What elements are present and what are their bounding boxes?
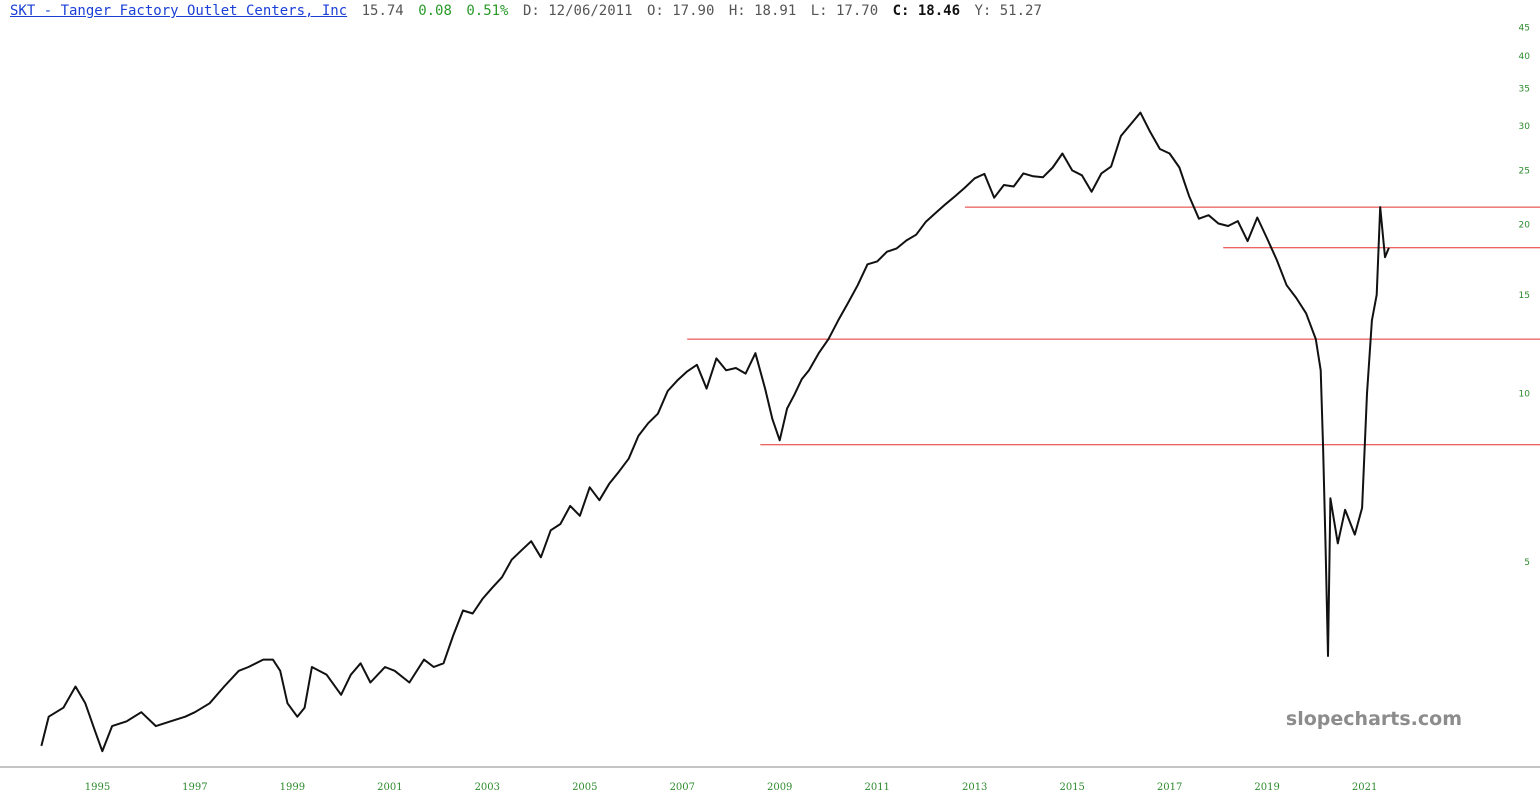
y-tick-label: 25 <box>1519 166 1530 176</box>
x-tick-label: 2005 <box>572 782 597 793</box>
x-tick-label: 2017 <box>1157 782 1182 793</box>
x-tick-label: 2001 <box>377 782 402 793</box>
close-value: 18.46 <box>917 3 961 19</box>
x-tick-label: 2011 <box>864 782 889 793</box>
y-tick-label: 30 <box>1519 122 1531 132</box>
x-tick-label: 1995 <box>85 782 110 793</box>
date-readout: D: 12/06/2011 <box>522 3 633 19</box>
price-line <box>40 111 1390 753</box>
x-tick-label: 2013 <box>962 782 987 793</box>
x-tick-label: 2007 <box>670 782 695 793</box>
support-resistance-lines <box>687 206 1540 446</box>
x-axis-ticks: 1995 1997 1999 2001 2003 2005 2007 2009 2011 2013… <box>85 782 1378 793</box>
y-tick-label: 35 <box>1519 85 1530 95</box>
x-tick-label: 1997 <box>182 782 207 793</box>
quote-header: SKT - Tanger Factory Outlet Centers, Inc… <box>10 3 1048 19</box>
y-tick-label: 5 <box>1524 558 1530 568</box>
symbol-link[interactable]: SKT - Tanger Factory Outlet Centers, Inc <box>10 3 348 19</box>
y-tick-label: 10 <box>1519 390 1531 400</box>
y-tick-label: 45 <box>1519 23 1530 33</box>
x-tick-label: 2021 <box>1352 782 1377 793</box>
y-tick-label: 40 <box>1519 52 1531 62</box>
price-change: 0.08 <box>418 3 452 19</box>
x-tick-label: 2015 <box>1059 782 1084 793</box>
y-tick-label: 15 <box>1519 291 1530 301</box>
y-readout: Y: 51.27 <box>974 3 1042 19</box>
x-tick-label: 1999 <box>280 782 305 793</box>
y-axis-ticks: 5 10 15 20 25 30 35 40 45 <box>1519 23 1531 568</box>
watermark: slopecharts.com <box>1286 708 1462 730</box>
x-tick-label: 2003 <box>475 782 500 793</box>
price-series <box>40 111 1390 753</box>
x-tick-label: 2019 <box>1254 782 1279 793</box>
open-readout: O: 17.90 <box>646 3 715 19</box>
price-change-percent: 0.51% <box>466 3 509 19</box>
close-label: C: <box>892 3 910 19</box>
y-tick-label: 20 <box>1519 221 1531 231</box>
low-readout: L: 17.70 <box>810 3 879 19</box>
last-price: 15.74 <box>361 3 404 19</box>
high-readout: H: 18.91 <box>728 3 797 19</box>
x-tick-label: 2009 <box>767 782 792 793</box>
